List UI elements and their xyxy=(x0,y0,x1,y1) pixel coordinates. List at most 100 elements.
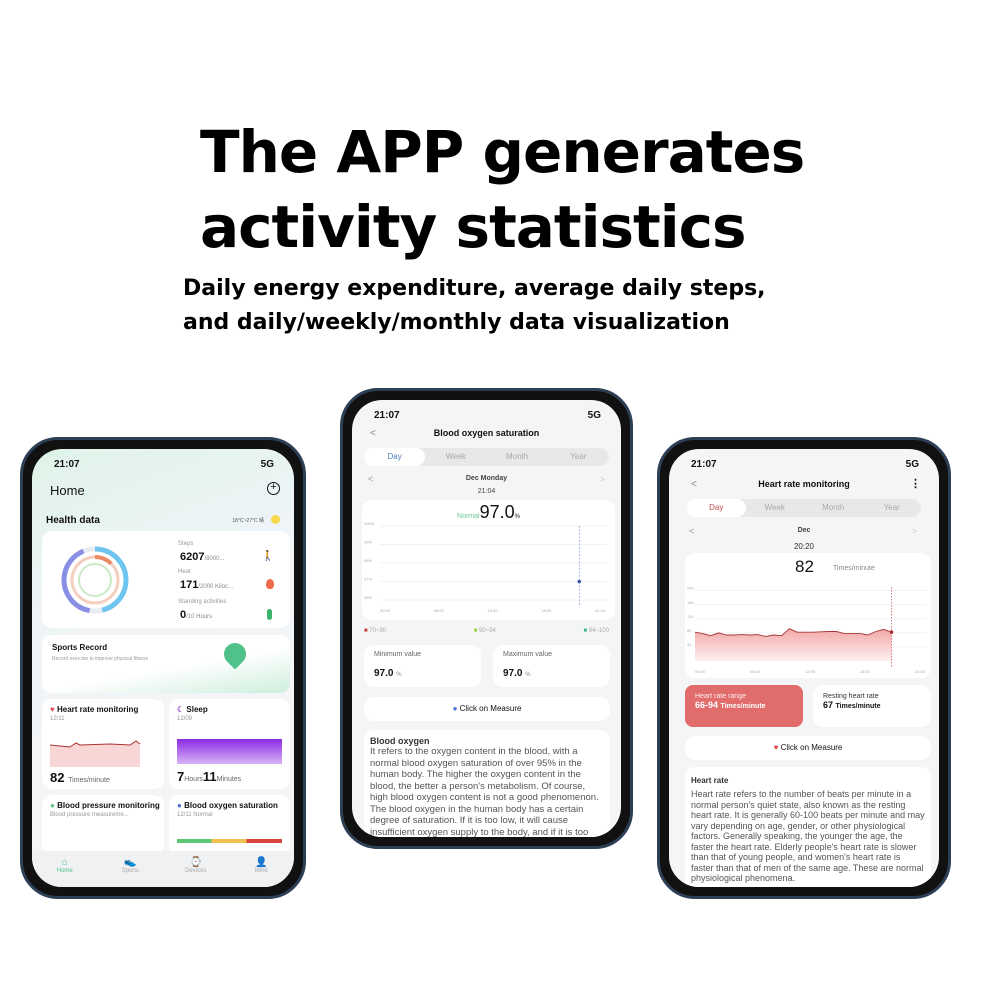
x-tick-label: 18:00 xyxy=(541,608,552,613)
oxygen-unit: % xyxy=(514,514,520,520)
resting-label: Resting heart rate xyxy=(823,693,879,700)
legend-item: ■ 70~90 xyxy=(364,628,387,634)
headline-line-2: activity statistics xyxy=(200,193,747,261)
back-button[interactable]: < xyxy=(691,479,697,490)
prev-date-button[interactable]: < xyxy=(689,526,695,536)
tab-year[interactable]: Year xyxy=(883,503,900,512)
x-tick-label: 00:00 xyxy=(695,669,706,674)
tab-day[interactable]: Day xyxy=(364,448,426,466)
sleep-minutes: 11 xyxy=(202,769,217,784)
subheadline-line-1: Daily energy expenditure, average daily … xyxy=(183,276,766,301)
info-card: Heart rate Heart rate refers to the numb… xyxy=(685,767,931,887)
x-tick-label: 18:00 xyxy=(860,669,871,674)
minimum-card: Minimum value 97.0 % xyxy=(364,645,481,687)
phone-home: 21:07 5G Home + Health data 18°C~27°C 晴 S… xyxy=(20,437,306,899)
heat-value: 171 xyxy=(180,579,199,591)
add-icon[interactable]: + xyxy=(267,482,280,495)
heart-card-title: Heart rate monitoring xyxy=(56,705,139,714)
phone-blood-oxygen: 21:07 5G < Blood oxygen saturation Day Wee… xyxy=(340,388,633,849)
page-title: Heart rate monitoring xyxy=(758,479,850,489)
info-title: Heart rate xyxy=(691,776,729,785)
sleep-title: Sleep xyxy=(186,705,208,714)
min-value: 97.0 xyxy=(374,668,394,679)
heart-chart-card: 82 Times/minute 200 160 120 80 40 00:00 06:00 1… xyxy=(685,553,931,678)
blood-oxygen-card[interactable]: ● Blood oxygen saturation 12/11 Normal xyxy=(169,795,290,855)
x-tick-label: 06:00 xyxy=(434,608,445,613)
measure-label: Click on Measure xyxy=(780,743,843,752)
heart-rate-card[interactable]: ♥ Heart rate monitoring 12/11 82 Times/m… xyxy=(42,699,164,789)
more-icon[interactable]: ⋮ xyxy=(910,478,921,490)
heart-line xyxy=(694,628,892,637)
range-value: 66-94 xyxy=(695,700,719,710)
status-time: 21:07 xyxy=(374,410,400,421)
sun-icon xyxy=(271,515,280,524)
y-tick-label: 99% xyxy=(364,540,372,545)
nav-devices[interactable]: ⌚ Devices xyxy=(163,857,229,887)
y-tick-label: 100% xyxy=(364,522,375,526)
period-tabs: Day Week Month Year xyxy=(687,499,921,517)
sports-record-card[interactable]: Sports Record Record exercise to improve… xyxy=(42,635,290,693)
status-normal: Normal xyxy=(457,513,480,520)
moon-icon: ☾ xyxy=(177,705,187,714)
steps-goal: /8000... xyxy=(204,556,225,562)
heart-value: 82 xyxy=(795,557,814,576)
tab-day[interactable]: Day xyxy=(687,499,746,517)
headline-line-1: The APP generates xyxy=(200,118,805,186)
heart-card-unit: Times/minute xyxy=(68,777,110,784)
steps-value: 6207 xyxy=(180,551,205,563)
back-button[interactable]: < xyxy=(370,428,376,439)
max-unit: % xyxy=(525,672,531,678)
heart-card-date: 12/11 xyxy=(50,716,65,722)
measure-button[interactable]: ♥ Click on Measure xyxy=(685,736,931,760)
y-tick-label: 96% xyxy=(364,595,372,600)
walking-icon: 🚶 xyxy=(261,551,274,562)
section-title: Health data xyxy=(46,515,100,526)
tab-week[interactable]: Week xyxy=(445,452,467,461)
subheadline-line-2: and daily/weekly/monthly data visualizat… xyxy=(183,310,730,335)
x-tick-label: 12:00 xyxy=(488,608,499,613)
heat-label: Heat xyxy=(178,569,191,575)
bottom-nav: ⌂ Home 👟 Sports ⌚ Devices 👤 Mine xyxy=(32,851,294,887)
sleep-card[interactable]: ☾ Sleep 12/09 7Hours11Minutes xyxy=(169,699,290,789)
person-icon: 👤 xyxy=(255,857,268,868)
y-tick-label: 98% xyxy=(364,558,372,563)
standing-icon xyxy=(267,609,272,620)
nav-home[interactable]: ⌂ Home xyxy=(32,857,98,887)
y-tick-label: 120 xyxy=(687,614,694,619)
blood-pressure-card[interactable]: ● Blood pressure monitoring Blood pressu… xyxy=(42,795,164,855)
next-date-button[interactable]: > xyxy=(599,474,605,484)
page-title: Blood oxygen saturation xyxy=(433,428,540,438)
y-tick-label: 200 xyxy=(687,586,694,591)
x-tick-label: 06:00 xyxy=(750,669,761,674)
tab-year[interactable]: Year xyxy=(570,452,587,461)
max-value: 97.0 xyxy=(503,668,523,679)
time-label: 21:04 xyxy=(477,488,496,495)
period-tabs: Day Week Month Year xyxy=(364,448,609,466)
shoe-icon: 👟 xyxy=(124,857,137,868)
next-date-button[interactable]: > xyxy=(911,526,917,536)
oxygen-drop-icon: ● xyxy=(452,704,460,713)
watch-icon: ⌚ xyxy=(189,857,202,868)
maximum-card: Maximum value 97.0 % xyxy=(493,645,610,687)
oxygen-icon: ● xyxy=(177,801,185,810)
standing-label: Standing activities xyxy=(178,599,227,605)
oxygen-legend: ■ 70~90 ■ 90~94 ■ 94~100 xyxy=(364,628,609,634)
legend-item: ■ 90~94 xyxy=(473,628,496,634)
y-tick-label: 97% xyxy=(364,577,372,582)
tab-month[interactable]: Month xyxy=(506,452,529,461)
nav-mine[interactable]: 👤 Mine xyxy=(229,857,295,887)
oxygen-chart-card: Normal97.0% 100% 99% 98% 97% 96% 00:00 06:00 12… xyxy=(362,500,615,620)
bp-title: Blood pressure monitoring xyxy=(57,801,160,810)
measure-button[interactable]: ● Click on Measure xyxy=(364,697,610,721)
activity-rings xyxy=(61,546,129,614)
prev-date-button[interactable]: < xyxy=(368,474,374,484)
oxygen-title: Blood oxygen saturation xyxy=(184,801,278,810)
info-text: It refers to the oxygen content in the b… xyxy=(370,746,599,837)
tab-month[interactable]: Month xyxy=(822,503,845,512)
resting-heart-card: Resting heart rate 67 Times/minute xyxy=(813,685,931,727)
health-summary-card[interactable]: Steps 6207/8000... 🚶 Heat 171/2000 Kiloc… xyxy=(42,531,290,628)
measure-label: Click on Measure xyxy=(459,704,522,713)
bp-icon: ● xyxy=(50,801,58,810)
nav-sports[interactable]: 👟 Sports xyxy=(98,857,164,887)
tab-week[interactable]: Week xyxy=(764,503,785,512)
